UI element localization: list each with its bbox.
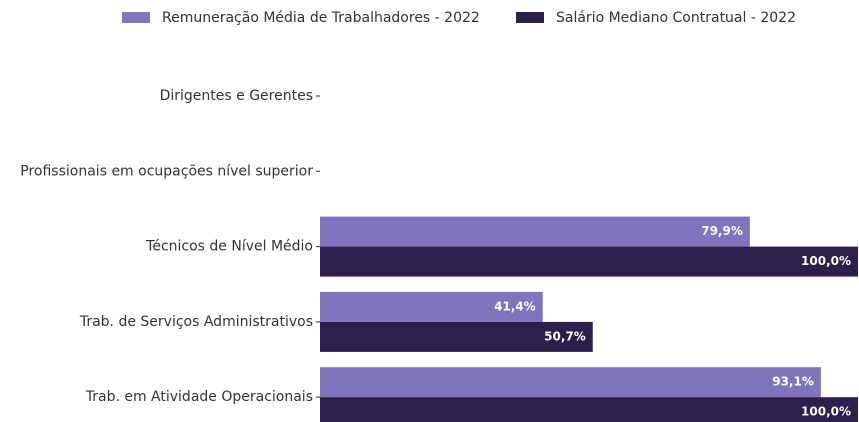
y-tick-label: Dirigentes e Gerentes [160,88,313,104]
bar [320,321,593,352]
data-label: 100,0% [801,254,851,268]
legend-label: Salário Mediano Contratual - 2022 [556,10,796,26]
y-tick-label: Técnicos de Nível Médio [145,239,313,255]
legend-swatch [516,12,544,23]
bar [320,397,858,422]
data-label: 93,1% [772,375,814,389]
y-tick-label: Profissionais em ocupações nível superio… [20,163,313,179]
data-label: 50,7% [544,329,586,343]
y-tick-label: Trab. em Atividade Operacionais [85,389,313,405]
legend-swatch [122,12,150,23]
bar [320,367,821,398]
data-label: 79,9% [701,224,743,238]
data-label: 41,4% [494,299,536,313]
y-tick-label: Trab. de Serviços Administrativos [79,314,313,330]
legend-label: Remuneração Média de Trabalhadores - 202… [162,10,480,26]
bar [320,291,543,322]
bar [320,246,858,277]
bar [320,216,750,247]
data-label: 100,0% [801,405,851,419]
